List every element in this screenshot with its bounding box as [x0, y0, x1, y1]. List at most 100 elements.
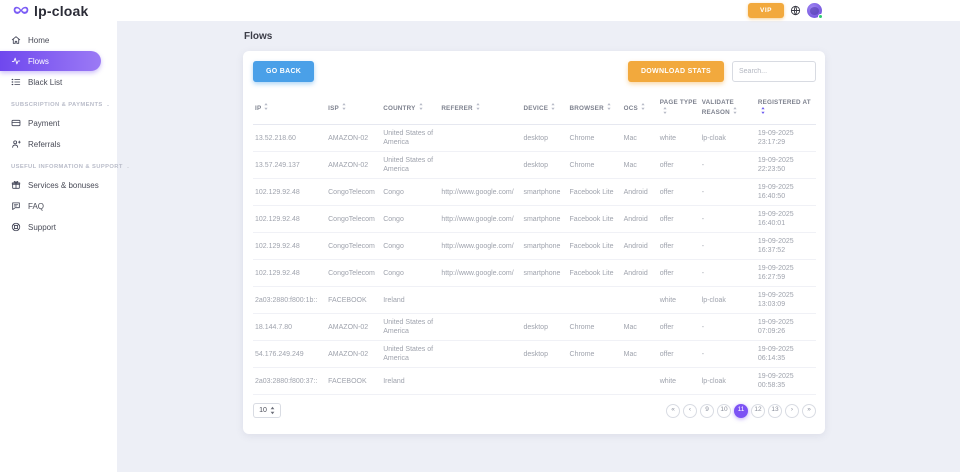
user-avatar[interactable] [807, 3, 823, 19]
sidebar-item-support[interactable]: Support [0, 217, 117, 237]
sidebar-item-payment[interactable]: Payment [0, 113, 117, 133]
rows-per-page-value: 10 [259, 407, 267, 414]
topbar: lp-cloak VIP [0, 0, 960, 21]
topbar-actions: VIP [748, 0, 823, 21]
mask-logo-icon [13, 4, 29, 18]
column-header-browser[interactable]: BROWSER [567, 94, 622, 125]
sort-icon[interactable] [663, 107, 667, 117]
table-cell: United States of America [381, 313, 440, 341]
sidebar-item-black-list[interactable]: Black List [0, 72, 117, 92]
column-label: DEVICE [523, 105, 549, 112]
table-cell [439, 124, 522, 152]
page-button-9[interactable]: 9 [700, 403, 714, 418]
table-cell: Ireland [381, 286, 440, 314]
page-button-13[interactable]: 13 [768, 403, 782, 418]
sidebar-item-services-bonuses[interactable]: Services & bonuses [0, 175, 117, 195]
table-cell: http://www.google.com/ [439, 178, 522, 206]
table-cell: 102.129.92.48 [253, 259, 327, 287]
app-logo[interactable]: lp-cloak [13, 0, 89, 21]
column-header-referer[interactable]: REFERER [439, 94, 522, 125]
vip-button[interactable]: VIP [748, 3, 784, 18]
column-label: ISP [328, 105, 339, 112]
table-cell: offer [657, 205, 700, 233]
prev-page-button[interactable]: ‹ [683, 403, 697, 418]
column-header-ocs[interactable]: OCS [621, 94, 658, 125]
table-cell [567, 286, 622, 314]
sort-icon[interactable] [476, 103, 480, 113]
table-cell [439, 151, 522, 179]
next-page-button[interactable]: › [785, 403, 799, 418]
sort-icon[interactable] [551, 103, 555, 113]
table-cell: offer [657, 232, 700, 260]
table-cell: Chrome [567, 340, 622, 368]
sort-icon[interactable] [264, 103, 268, 113]
sidebar-item-label: Referrals [28, 139, 61, 149]
table-cell: Mac [621, 124, 658, 152]
flows-icon [11, 56, 21, 66]
column-header-page-type[interactable]: PAGE TYPE [657, 94, 700, 125]
column-label: BROWSER [569, 105, 604, 112]
table-cell: 19-09-2025 16:40:01 [755, 205, 816, 233]
table-cell: smartphone [521, 205, 568, 233]
download-stats-button[interactable]: DOWNLOAD STATS [627, 61, 724, 82]
sort-icon[interactable] [418, 103, 423, 113]
table-cell: CongoTelecom [326, 232, 382, 260]
table-cell [567, 367, 622, 395]
rows-per-page-select[interactable]: 10 [253, 403, 281, 418]
page-button-12[interactable]: 12 [751, 403, 765, 418]
sidebar-item-label: Support [28, 222, 57, 232]
column-header-device[interactable]: DEVICE [521, 94, 568, 125]
language-globe-icon[interactable] [790, 5, 801, 16]
card-toolbar: GO BACK DOWNLOAD STATS [253, 61, 816, 82]
table-cell [439, 313, 522, 341]
table-cell: AMAZON-02 [326, 124, 382, 152]
table-cell: offer [657, 340, 700, 368]
sidebar-section-useful-information-support: USEFUL INFORMATION & SUPPORT [0, 164, 129, 170]
table-cell: - [699, 340, 756, 368]
table-cell: 102.129.92.48 [253, 205, 327, 233]
table-cell: 19-09-2025 23:17:29 [755, 124, 816, 152]
sidebar-item-home[interactable]: Home [0, 30, 117, 50]
sort-icon[interactable] [607, 103, 611, 113]
table-cell: offer [657, 151, 700, 179]
table-cell: 19-09-2025 22:23:50 [755, 151, 816, 179]
table-cell: FACEBOOK [326, 367, 382, 395]
go-back-button[interactable]: GO BACK [253, 61, 315, 82]
sort-icon[interactable] [641, 103, 645, 113]
table-cell: http://www.google.com/ [439, 259, 522, 287]
table-cell: 19-09-2025 16:27:59 [755, 259, 816, 287]
column-header-registered-at[interactable]: REGISTERED AT [755, 94, 816, 125]
table-cell: 13.57.249.137 [253, 151, 327, 179]
column-label: COUNTRY [383, 105, 416, 112]
sidebar-item-faq[interactable]: FAQ [0, 196, 117, 216]
table-cell: offer [657, 313, 700, 341]
last-page-button[interactable]: » [802, 403, 816, 418]
page-button-10[interactable]: 10 [717, 403, 731, 418]
column-header-isp[interactable]: ISP [326, 94, 382, 125]
page-title: Flows [244, 31, 273, 42]
sidebar-item-referrals[interactable]: Referrals [0, 134, 117, 154]
table-cell: Android [621, 205, 658, 233]
table-cell: Chrome [567, 151, 622, 179]
flows-table-body: 13.52.218.60 AMAZON-02 United States of Am… [253, 124, 816, 395]
table-cell: - [699, 151, 756, 179]
column-header-ip[interactable]: IP [253, 94, 327, 125]
first-page-button[interactable]: « [666, 403, 680, 418]
sort-icon[interactable] [761, 107, 765, 117]
search-input[interactable] [732, 61, 816, 82]
table-cell: 102.129.92.48 [253, 232, 327, 260]
table-cell: - [699, 178, 756, 206]
sort-icon[interactable] [733, 107, 737, 117]
sort-icon[interactable] [342, 103, 346, 113]
table-cell: CongoTelecom [326, 178, 382, 206]
table-cell: Chrome [567, 124, 622, 152]
sidebar-item-flows[interactable]: Flows [0, 51, 101, 71]
table-cell: Facebook Lite [567, 205, 622, 233]
table-cell: Mac [621, 151, 658, 179]
column-header-validate-reason[interactable]: VALIDATE REASON [699, 94, 756, 125]
table-cell: 102.129.92.48 [253, 178, 327, 206]
page-button-11[interactable]: 11 [734, 403, 748, 418]
sidebar-section-subscription-payments: SUBSCRIPTION & PAYMENTS [0, 102, 117, 108]
column-header-country[interactable]: COUNTRY [381, 94, 440, 125]
table-cell: Congo [381, 205, 440, 233]
